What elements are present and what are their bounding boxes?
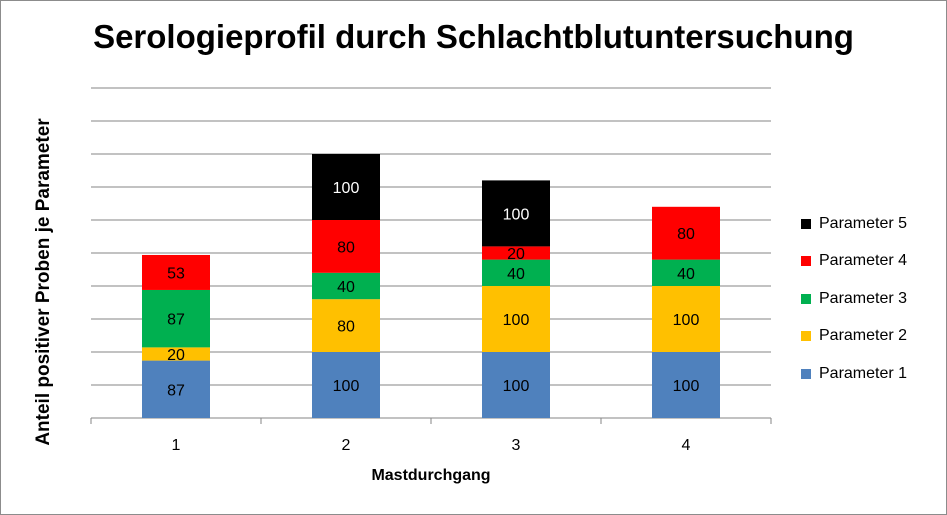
legend: Parameter 5 Parameter 4 Parameter 3 Paramet… xyxy=(801,205,907,393)
legend-swatch xyxy=(801,256,811,267)
data-label: 20 xyxy=(167,347,185,364)
data-label: 87 xyxy=(167,382,185,399)
x-tick-label: 1 xyxy=(172,437,181,454)
chart-title: Serologieprofil durch Schlachtblutunters… xyxy=(93,18,854,55)
x-tick-label: 2 xyxy=(342,437,351,454)
data-label: 87 xyxy=(167,312,185,329)
data-label: 80 xyxy=(677,226,695,243)
bar-segment xyxy=(482,246,550,260)
data-label: 53 xyxy=(167,265,185,282)
bar-segment xyxy=(482,352,550,418)
bar-segment xyxy=(652,286,720,352)
data-label: 40 xyxy=(677,266,695,283)
bar-segment xyxy=(142,289,210,348)
data-label: 80 xyxy=(337,239,355,256)
bar-segment xyxy=(312,220,380,273)
legend-label: Parameter 1 xyxy=(819,364,908,382)
legend-swatch xyxy=(801,218,811,229)
data-label: 100 xyxy=(673,378,700,395)
bar-segment xyxy=(482,180,550,247)
bar-segment xyxy=(312,299,380,352)
legend-label: Parameter 3 xyxy=(819,289,908,307)
x-tick-label: 4 xyxy=(682,437,691,454)
bar-segment xyxy=(142,360,210,418)
legend-swatch xyxy=(801,368,811,379)
legend-item: Parameter 4 xyxy=(801,243,907,281)
data-label: 100 xyxy=(503,378,530,395)
bar-segment xyxy=(652,352,720,418)
bar-segment xyxy=(312,154,380,220)
data-label: 20 xyxy=(507,246,525,263)
data-label: 40 xyxy=(337,279,355,296)
x-tick-label: 3 xyxy=(512,437,521,454)
bar-segment xyxy=(482,259,550,286)
bar-segment xyxy=(482,286,550,352)
data-label: 100 xyxy=(333,180,360,197)
legend-item: Parameter 2 xyxy=(801,318,907,356)
data-label: 100 xyxy=(503,206,530,223)
legend-swatch xyxy=(801,293,811,304)
legend-label: Parameter 4 xyxy=(819,252,908,270)
data-label: 80 xyxy=(337,319,355,336)
data-label: 100 xyxy=(503,312,530,329)
data-label: 100 xyxy=(673,312,700,329)
legend-label: Parameter 2 xyxy=(819,327,908,345)
legend-item: Parameter 1 xyxy=(801,355,907,393)
bar-segment xyxy=(652,206,720,260)
x-axis-label: Mastdurchgang xyxy=(371,467,491,484)
data-label: 100 xyxy=(333,378,360,395)
bar-segment xyxy=(142,254,210,290)
bar-segment xyxy=(312,352,380,418)
legend-item: Parameter 3 xyxy=(801,280,907,318)
bar-segment xyxy=(312,272,380,300)
legend-swatch xyxy=(801,331,811,342)
bar-segment xyxy=(142,347,210,361)
bar-segment xyxy=(652,259,720,286)
legend-item: Parameter 5 xyxy=(801,205,907,243)
data-label: 40 xyxy=(507,266,525,283)
legend-label: Parameter 5 xyxy=(819,214,908,232)
